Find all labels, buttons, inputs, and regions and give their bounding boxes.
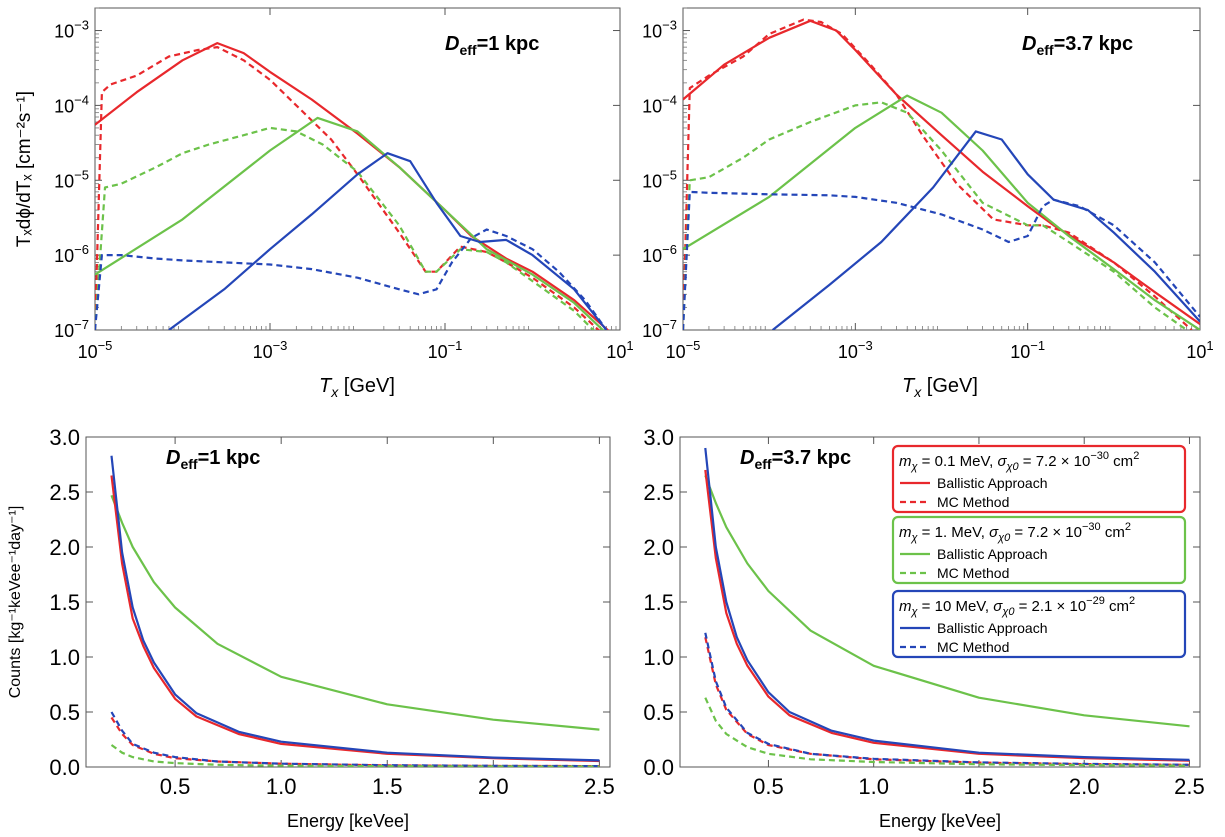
blue-dashed-series-line: [95, 228, 608, 330]
y-axis-label: Counts [kg⁻¹keVee⁻¹day⁻¹]: [7, 506, 24, 699]
blue-solid-series-line: [772, 130, 1200, 330]
red-solid-series-line: [95, 42, 610, 330]
plot-frame: [682, 7, 1201, 331]
x-tick-label: 10−5: [78, 338, 113, 362]
blue-dashed-series-line: [110, 711, 600, 767]
red-dashed-series-line: [95, 46, 601, 330]
y-tick-label: 10−4: [54, 92, 89, 116]
red-dashed-series-line: [704, 636, 1190, 766]
panel-bottom-right: 0.5 1.0 1.5 2.0 2.5 0.0 0.5 1.0 1.5 2.0 2.5 3.0 Def…: [643, 425, 1204, 831]
green-dashed-series-line: [95, 126, 595, 330]
green-dashed-series-line: [683, 101, 1188, 330]
y-tick-label: 10−5: [642, 167, 677, 191]
x-axis-label: Tx [GeV]: [319, 375, 395, 400]
legend-dashed-label: MC Method: [937, 494, 1009, 510]
y-tick-label: 1.5: [643, 590, 674, 615]
y-tick-label: 10−7: [54, 317, 89, 341]
y-tick-label: 3.0: [643, 425, 674, 450]
legend: mχ = 0.1 MeV, σχ0 = 7.2 × 10−30 cm2 Ball…: [891, 444, 1187, 659]
y-tick-label: 2.5: [49, 480, 80, 505]
y-tick-label: 0.5: [643, 700, 674, 725]
y-tick-label: 0.0: [49, 755, 80, 780]
x-tick-label: 10−1: [1010, 338, 1045, 362]
legend-box: [891, 589, 1187, 659]
plot-frame: [85, 436, 611, 768]
x-tick-label: 0.5: [753, 774, 784, 799]
x-tick-label: 2.5: [584, 774, 615, 799]
green-solid-series-line: [704, 475, 1190, 728]
x-tick-label: 2.5: [1174, 774, 1205, 799]
plot-frame: [94, 7, 621, 331]
green-solid-series-line: [95, 116, 605, 330]
y-tick-label: 3.0: [49, 425, 80, 450]
y-tick-label: 0.5: [49, 700, 80, 725]
y-tick-label: 10−6: [642, 242, 677, 266]
legend-dashed-label: MC Method: [937, 565, 1009, 581]
x-axis-label: Tx [GeV]: [902, 375, 978, 400]
legend-group-0p1-mev: mχ = 0.1 MeV, σχ0 = 7.2 × 10−30 cm2 Ball…: [891, 444, 1187, 514]
x-tick-label: 101: [606, 338, 633, 362]
legend-heading: mχ = 0.1 MeV, σχ0 = 7.2 × 10−30 cm2: [899, 450, 1139, 473]
x-tick-label: 10−3: [253, 338, 288, 362]
x-tick-label: 1.5: [372, 774, 403, 799]
green-solid-series-line: [110, 494, 600, 731]
x-tick-label: 0.5: [160, 774, 191, 799]
red-solid-series-line: [683, 19, 1200, 325]
legend-dashed-label: MC Method: [937, 639, 1009, 655]
panel-annotation: Deff=1 kpc: [445, 33, 539, 58]
red-dashed-series-line: [683, 18, 1193, 330]
y-tick-label: 1.5: [49, 590, 80, 615]
blue-solid-series-line: [110, 455, 600, 762]
y-tick-label: 10−7: [642, 317, 677, 341]
red-solid-series-line: [110, 475, 600, 763]
green-dashed-series-line: [110, 744, 600, 767]
x-tick-label: 1.5: [964, 774, 995, 799]
blue-solid-series-line: [704, 447, 1190, 761]
y-tick-label: 1.0: [643, 645, 674, 670]
green-dashed-series-line: [704, 697, 1190, 767]
y-tick-label: 2.0: [643, 535, 674, 560]
x-tick-label: 2.0: [1069, 774, 1100, 799]
y-tick-label: 2.0: [49, 535, 80, 560]
blue-dashed-series-line: [683, 190, 1200, 330]
y-tick-label: 10−4: [642, 92, 677, 116]
x-tick-label: 101: [1186, 338, 1213, 362]
y-tick-label: 1.0: [49, 645, 80, 670]
y-tick-label: 10−3: [54, 18, 89, 42]
legend-solid-label: Ballistic Approach: [937, 546, 1048, 562]
green-solid-series-line: [683, 94, 1200, 330]
legend-group-10-mev: mχ = 10 MeV, σχ0 = 2.1 × 10−29 cm2 Balli…: [891, 589, 1187, 659]
panel-annotation: Deff=3.7 kpc: [740, 447, 851, 472]
legend-solid-label: Ballistic Approach: [937, 620, 1048, 636]
panel-bottom-left: 0.5 1.0 1.5 2.0 2.5 0.0 0.5 1.0 1.5 2.0 2.5 3.0 Def…: [7, 425, 615, 831]
legend-heading: mχ = 1. MeV, σχ0 = 7.2 × 10−30 cm2: [899, 521, 1131, 544]
panel-top-right: 10−5 10−3 10−1 101 10−7 10−6 10−5 10−4 10−3 Deff…: [642, 7, 1214, 400]
legend-group-1-mev: mχ = 1. MeV, σχ0 = 7.2 × 10−30 cm2 Balli…: [891, 515, 1187, 585]
x-tick-label: 10−1: [428, 338, 463, 362]
y-tick-label: 0.0: [643, 755, 674, 780]
y-tick-label: 2.5: [643, 480, 674, 505]
blue-solid-series-line: [168, 152, 608, 330]
y-tick-label: 10−5: [54, 167, 89, 191]
legend-box: [891, 515, 1187, 585]
y-axis-label: Tₓdϕ/dTₓ [cm⁻²s⁻¹]: [14, 91, 35, 247]
x-tick-label: 10−5: [666, 338, 701, 362]
y-tick-label: 10−3: [642, 18, 677, 42]
legend-solid-label: Ballistic Approach: [937, 475, 1048, 491]
panel-annotation: Deff=3.7 kpc: [1022, 33, 1133, 58]
x-tick-label: 1.0: [858, 774, 889, 799]
x-axis-label: Energy [keVee]: [287, 811, 409, 831]
x-tick-label: 1.0: [266, 774, 297, 799]
x-axis-label: Energy [keVee]: [879, 811, 1001, 831]
x-tick-label: 10−3: [838, 338, 873, 362]
x-tick-label: 2.0: [478, 774, 509, 799]
legend-box: [891, 444, 1187, 514]
legend-heading: mχ = 10 MeV, σχ0 = 2.1 × 10−29 cm2: [899, 595, 1135, 618]
y-tick-label: 10−6: [54, 242, 89, 266]
blue-dashed-series-line: [704, 632, 1190, 766]
panel-annotation: Deff=1 kpc: [166, 447, 260, 472]
panel-top-left: 10−5 10−3 10−1 101 10−7 10−6 10−5 10−4 10−3 Deff…: [14, 7, 634, 400]
